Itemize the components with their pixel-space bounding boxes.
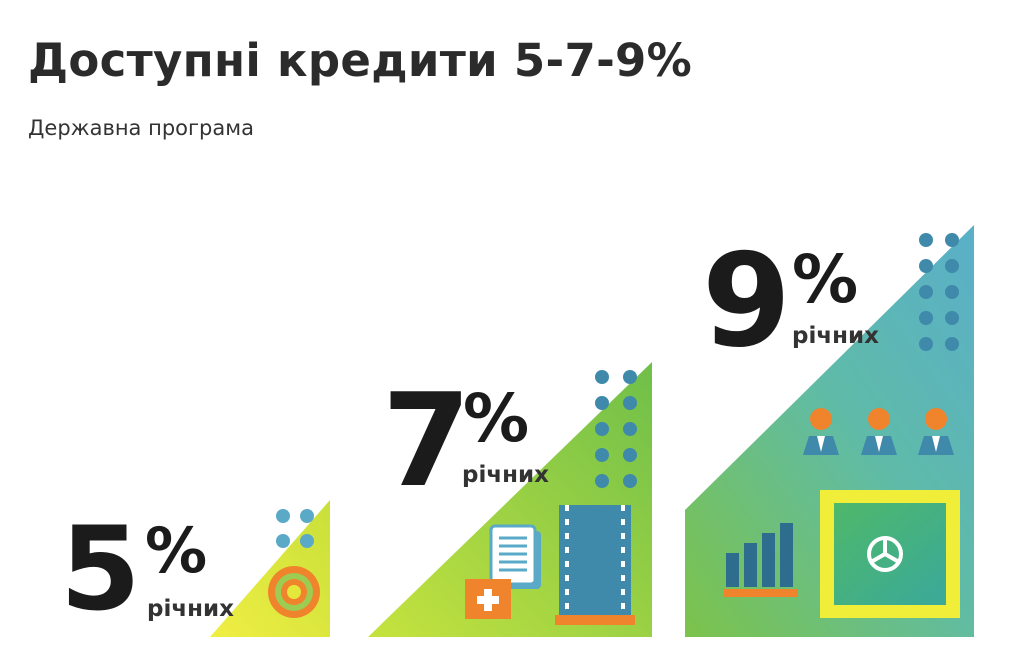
rate-5-unit: річних	[147, 596, 234, 622]
bar-chart-icon	[724, 523, 798, 597]
document-icon	[489, 524, 541, 589]
dots-9	[919, 233, 959, 351]
rate-7-unit: річних	[462, 462, 549, 488]
dots-5	[276, 509, 314, 548]
rate-9-percent: %	[792, 241, 859, 318]
rate-7-percent: %	[463, 380, 530, 457]
seedling-tray-icon	[555, 505, 635, 625]
people-icon	[803, 408, 954, 455]
first-aid-icon	[465, 579, 511, 619]
page-title: Доступні кредити 5-7-9%	[28, 34, 693, 87]
page-subtitle: Державна програма	[28, 116, 254, 140]
rate-5-number: 5	[60, 502, 141, 637]
rate-7-number: 7	[382, 367, 472, 516]
rate-9-unit: річних	[792, 323, 879, 349]
rate-5-percent: %	[145, 514, 208, 587]
rate-9-number: 9	[702, 227, 792, 376]
target-icon	[268, 566, 320, 618]
dots-7	[595, 370, 637, 488]
safe-icon	[820, 490, 960, 618]
